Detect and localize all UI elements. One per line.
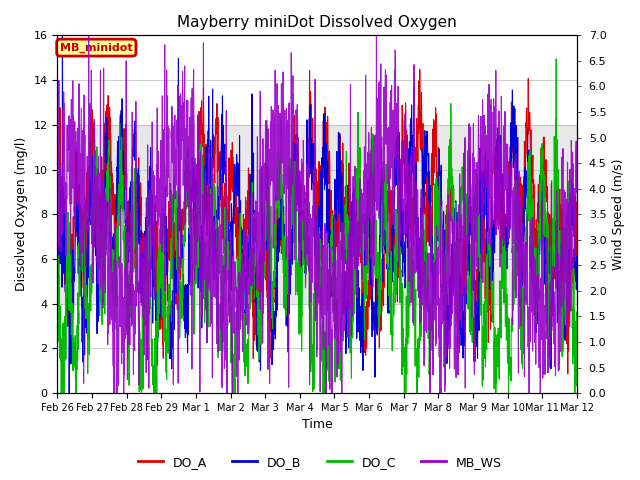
Y-axis label: Wind Speed (m/s): Wind Speed (m/s) xyxy=(612,158,625,270)
Y-axis label: Dissolved Oxygen (mg/l): Dissolved Oxygen (mg/l) xyxy=(15,137,28,291)
Bar xyxy=(58,125,577,304)
Text: MB_minidot: MB_minidot xyxy=(60,43,132,53)
Legend: DO_A, DO_B, DO_C, MB_WS: DO_A, DO_B, DO_C, MB_WS xyxy=(133,451,507,474)
X-axis label: Time: Time xyxy=(302,419,333,432)
Title: Mayberry miniDot Dissolved Oxygen: Mayberry miniDot Dissolved Oxygen xyxy=(177,15,457,30)
